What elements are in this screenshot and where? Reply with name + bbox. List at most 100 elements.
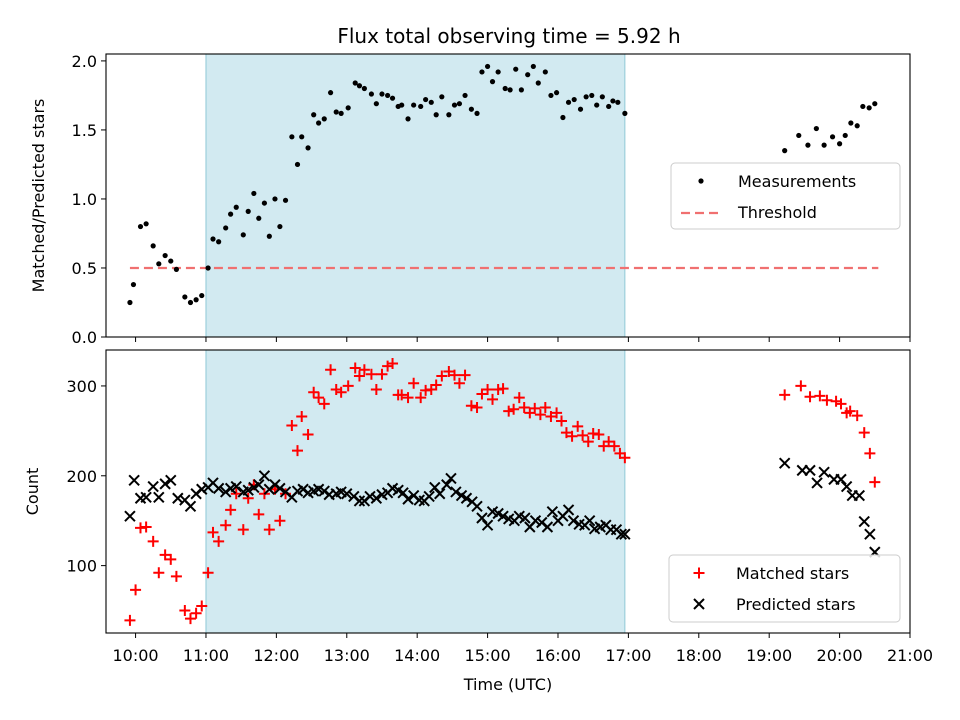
measurement-point: [143, 221, 149, 227]
x-tick-label: 11:00: [183, 646, 229, 665]
matched-star-point: [603, 436, 615, 448]
x-tick-label: 21:00: [887, 646, 933, 665]
measurement-point: [233, 204, 239, 210]
measurement-point: [565, 99, 572, 105]
measurement-point: [805, 142, 811, 148]
measurement-point: [560, 114, 566, 121]
measurement-point: [352, 80, 358, 86]
x-tick-label: 12:00: [253, 646, 299, 665]
matched-star-point: [858, 427, 870, 439]
measurement-point: [474, 110, 480, 116]
matched-star-point: [779, 389, 791, 401]
measurement-point: [446, 112, 452, 118]
measurement-point: [311, 112, 317, 118]
measurement-point: [305, 145, 311, 151]
predicted-star-point: [460, 492, 473, 504]
x-tick-label: 13:00: [324, 646, 370, 665]
matched-star-point: [202, 567, 214, 579]
measurement-point: [433, 112, 439, 118]
matched-star-point: [179, 605, 191, 617]
predicted-star-point: [184, 500, 197, 513]
measurement-point: [411, 102, 417, 108]
x-tick-label: 18:00: [676, 646, 722, 665]
measurement-point: [130, 281, 137, 288]
matched-star-point: [513, 392, 525, 404]
matched-star-point: [396, 389, 408, 401]
measurement-point: [502, 85, 508, 92]
matched-star-point: [237, 524, 249, 536]
measurement-point: [468, 106, 474, 112]
measurement-point: [193, 297, 199, 303]
measurement-point: [240, 232, 246, 238]
predicted-star-point: [242, 484, 254, 496]
predicted-star-point: [519, 512, 531, 524]
predicted-star-point: [583, 514, 596, 527]
matched-star-point: [430, 379, 442, 391]
matched-star-point: [318, 398, 330, 410]
measurement-point: [373, 101, 379, 107]
legend-matched-marker: [693, 567, 705, 579]
matched-star-point: [482, 384, 494, 396]
measurement-point: [489, 79, 496, 85]
measurement-point: [872, 101, 878, 107]
matched-star-point: [153, 567, 165, 579]
matched-star-point: [508, 403, 520, 415]
measurement-point: [216, 239, 222, 245]
matched-star-point: [518, 401, 530, 413]
measurement-point: [428, 99, 434, 105]
predicted-star-point: [253, 479, 265, 491]
measurement-point: [451, 102, 458, 108]
measurement-point: [439, 94, 445, 100]
predicted-star-point: [258, 470, 271, 482]
matched-star-point: [572, 420, 584, 432]
y-tick-label: 100: [66, 557, 97, 576]
y-axis-label: Count: [23, 468, 42, 516]
matched-star-point: [465, 400, 477, 412]
predicted-star-point: [615, 528, 628, 540]
x-tick-label: 14:00: [394, 646, 440, 665]
measurement-point: [866, 105, 872, 111]
x-tick-label: 15:00: [465, 646, 511, 665]
measurement-point: [368, 91, 375, 97]
measurement-point: [156, 261, 162, 267]
measurement-point: [389, 95, 396, 101]
measurement-point: [462, 92, 468, 99]
predicted-star-point: [159, 478, 171, 490]
matched-star-point: [436, 370, 448, 382]
predicted-star-point: [140, 491, 152, 504]
matched-star-point: [242, 492, 254, 504]
predicted-star-point: [858, 515, 870, 528]
x-tick-label: 20:00: [817, 646, 863, 665]
legend-label: Measurements: [738, 172, 856, 191]
predicted-star-point: [147, 480, 159, 493]
x-axis-label: Time (UTC): [463, 675, 552, 694]
measurement-point: [860, 103, 866, 110]
measurement-point: [168, 258, 174, 264]
predicted-star-point: [172, 492, 184, 504]
measurement-point: [205, 265, 211, 271]
measurement-point: [583, 94, 589, 100]
measurement-point: [385, 92, 391, 99]
matched-star-point: [835, 398, 847, 410]
predicted-star-point: [778, 457, 791, 469]
matched-star-point: [147, 535, 159, 547]
matched-star-point: [263, 524, 275, 536]
measurement-point: [479, 69, 485, 75]
predicted-star-point: [529, 514, 542, 527]
x-tick-label: 19:00: [746, 646, 792, 665]
matched-star-point: [342, 380, 354, 392]
matched-star-point: [286, 419, 298, 431]
matched-star-point: [376, 368, 388, 380]
measurement-point: [829, 134, 836, 140]
measurement-point: [137, 223, 144, 230]
measurement-point: [589, 92, 595, 99]
measurement-point: [553, 90, 560, 96]
matched-star-point: [503, 405, 515, 417]
predicted-star-point: [364, 490, 376, 503]
predicted-star-point: [835, 473, 847, 486]
predicted-star-point: [562, 504, 575, 516]
measurement-point: [525, 72, 531, 78]
measurement-point: [261, 200, 268, 206]
matched-star-point: [534, 409, 546, 421]
